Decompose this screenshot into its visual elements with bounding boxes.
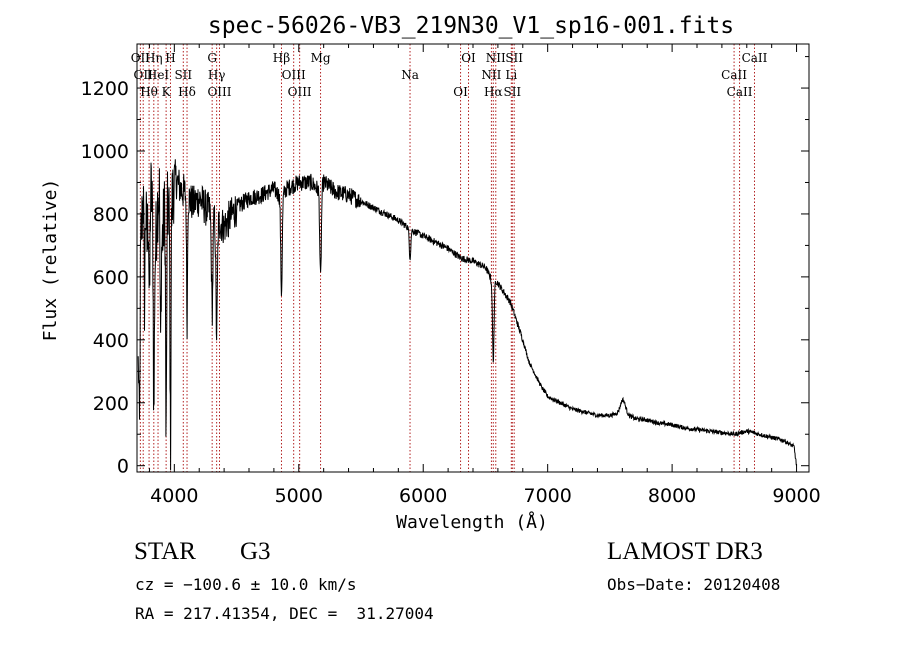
- x-tick-label: 8000: [648, 485, 696, 507]
- spectral-line-label: OII: [131, 51, 151, 65]
- spectral-lines-layer: [139, 44, 755, 472]
- y-tick-label: 800: [93, 204, 129, 226]
- y-tick-label: 1200: [81, 78, 129, 100]
- spectral-line-label: Hβ: [273, 51, 290, 65]
- spectral-line-label: OIII: [288, 85, 312, 99]
- x-tick-label: 4000: [150, 485, 198, 507]
- spectral-line-label: Hδ: [178, 85, 196, 99]
- object-class: STAR: [134, 538, 196, 565]
- spectral-line-label: Hθ: [140, 85, 158, 99]
- spectral-line-label: CaII: [721, 68, 747, 82]
- ra-dec-coordinates: RA = 217.41354, DEC = 31.27004: [135, 604, 434, 623]
- spectral-line-label: SII: [505, 51, 523, 65]
- spectral-line-label: OII: [134, 68, 154, 82]
- y-tick-label: 200: [93, 393, 129, 415]
- spectral-line-label: Na: [401, 68, 419, 82]
- spectral-line-label: Li: [505, 68, 517, 82]
- x-axis-ticks: 4000 5000 6000 7000 8000 9000: [148, 44, 821, 507]
- chart-title: spec-56026-VB3_219N30_V1_sp16-001.fits: [208, 13, 734, 39]
- spectral-line-label: NII: [486, 51, 506, 65]
- spectral-line-label: OIII: [282, 68, 306, 82]
- spectral-line-label: CaII: [727, 85, 753, 99]
- y-tick-label: 400: [93, 330, 129, 352]
- spectral-line-label: H: [165, 51, 175, 65]
- x-tick-label: 6000: [399, 485, 447, 507]
- spectral-line-label: Hη: [145, 51, 163, 65]
- survey-name: LAMOST DR3: [607, 538, 763, 565]
- spectral-line-label: CaII: [742, 51, 768, 65]
- x-tick-label: 9000: [772, 485, 820, 507]
- y-tick-label: 0: [117, 456, 129, 478]
- spectral-line-label: SII: [174, 68, 192, 82]
- spectral-line-label: OI: [461, 51, 476, 65]
- spectral-line-label: SII: [503, 85, 521, 99]
- y-tick-label: 600: [93, 267, 129, 289]
- spectral-line-label: OIII: [207, 85, 231, 99]
- spectral-line-label: Hα: [484, 85, 503, 99]
- x-tick-label: 7000: [523, 485, 571, 507]
- spectral-line-labels: OII OII Hθ Hη HeI K H SII Hδ G Hγ OIII Hβ OIII OIII Mg N…: [131, 51, 768, 99]
- spectrum-series-line: [137, 159, 798, 471]
- x-axis-label: Wavelength (Å): [396, 511, 548, 533]
- spectral-line-label: HeI: [147, 68, 170, 82]
- y-axis-label: Flux (relative): [40, 179, 61, 342]
- spectral-line-label: OI: [453, 85, 468, 99]
- observation-date: Obs−Date: 20120408: [607, 575, 781, 594]
- y-tick-label: 1000: [81, 141, 129, 163]
- object-subclass: G3: [240, 538, 271, 565]
- spectral-line-label: K: [162, 85, 172, 99]
- spectral-line-label: Hγ: [208, 68, 226, 82]
- spectral-line-label: Mg: [311, 51, 331, 65]
- x-tick-label: 5000: [275, 485, 323, 507]
- spectral-line-label: NII: [481, 68, 501, 82]
- y-axis-ticks: 0 200 400 600 800 1000 1200: [81, 56, 809, 478]
- redshift-cz: cz = −100.6 ± 10.0 km/s: [135, 575, 357, 594]
- spectral-line-label: G: [207, 51, 217, 65]
